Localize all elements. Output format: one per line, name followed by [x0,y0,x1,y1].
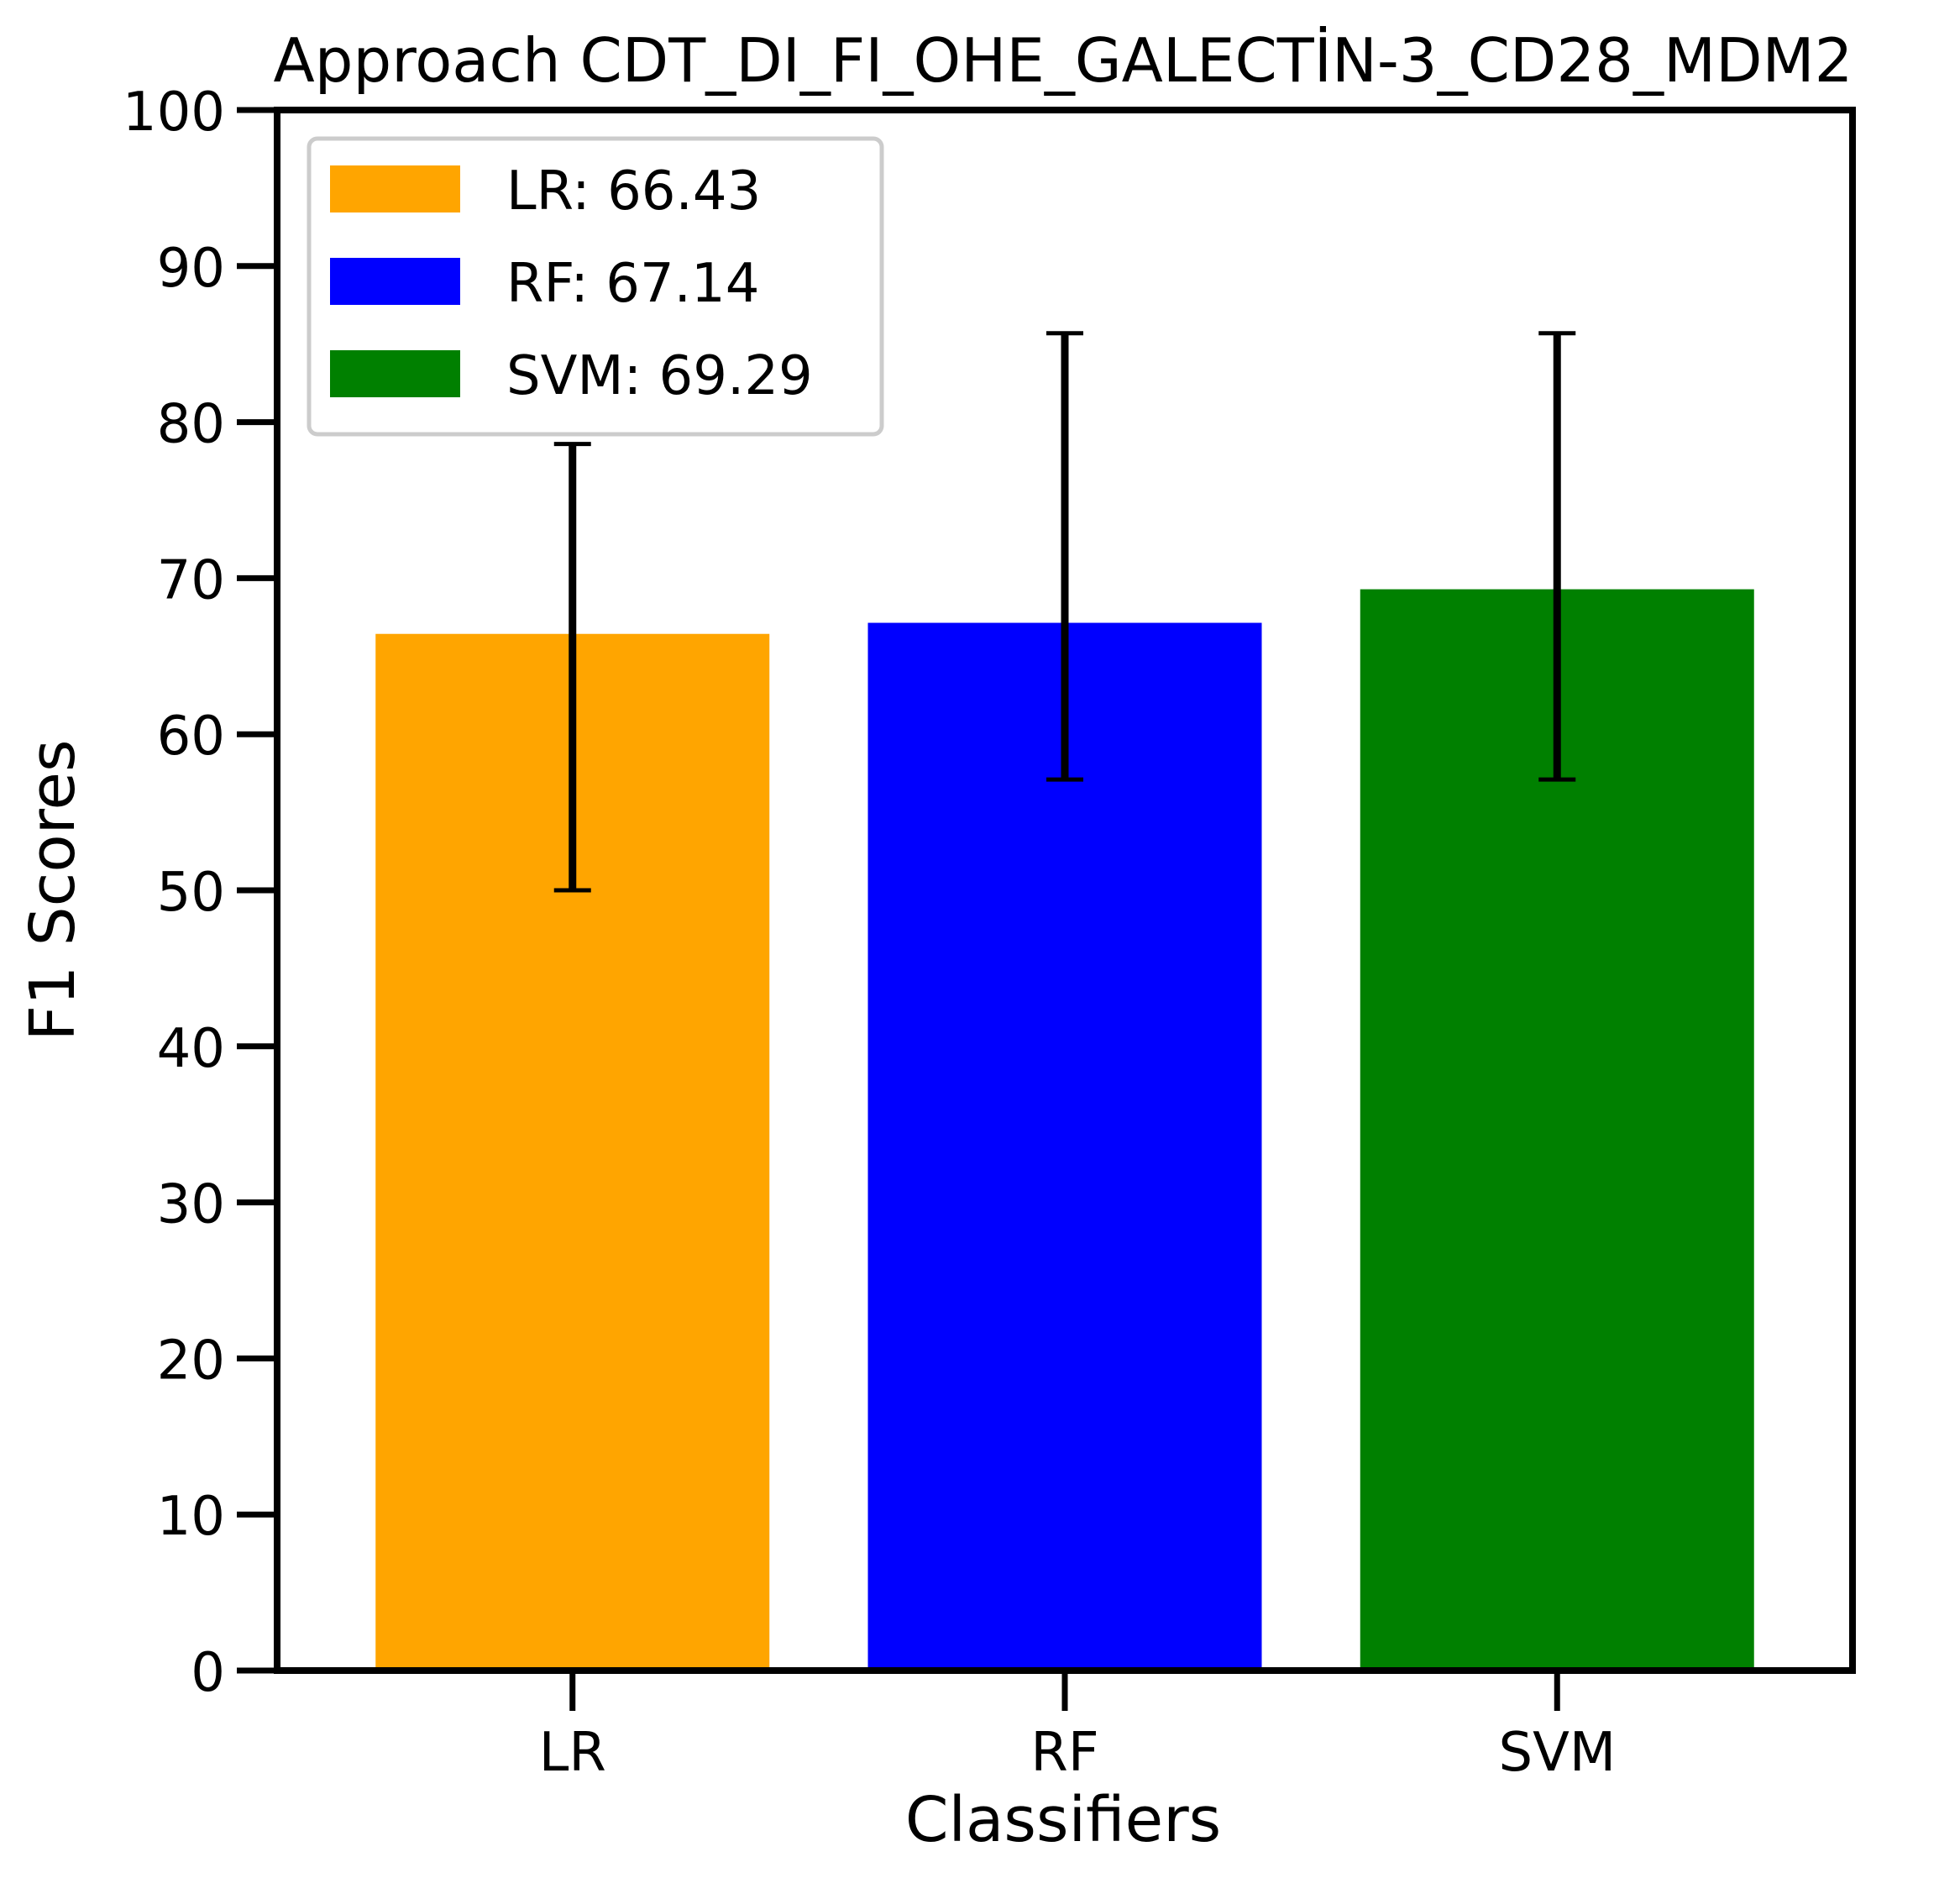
legend-label-rf: RF: 67.14 [506,253,759,315]
legend-label-svm: SVM: 69.29 [506,345,813,407]
legend-swatch-svm [330,350,460,397]
legend-swatch-lr [330,165,460,212]
x-axis-label: Classifiers [905,1784,1221,1856]
y-tick-label-80: 80 [157,394,225,456]
y-tick-label-50: 50 [157,862,225,924]
y-tick-label-10: 10 [157,1486,225,1548]
y-tick-label-90: 90 [157,238,225,300]
y-tick-label-40: 40 [157,1018,225,1080]
x-tick-label-rf: RF [1030,1722,1098,1784]
legend-swatch-rf [330,258,460,305]
y-tick-label-60: 60 [157,706,225,768]
y-tick-label-70: 70 [157,549,225,611]
x-tick-label-lr: LR [539,1722,606,1784]
y-axis-label: F1 Scores [17,740,89,1041]
legend-label-lr: LR: 66.43 [506,160,761,223]
y-tick-label-30: 30 [157,1174,225,1236]
y-tick-label-0: 0 [191,1642,225,1704]
chart-title: Approach CDT_DI_FI_OHE_GALECTİN-3_CD28_M… [274,25,1853,96]
bar-rf [867,622,1262,1671]
x-tick-label-svm: SVM [1498,1722,1616,1784]
y-tick-label-100: 100 [123,81,225,144]
y-tick-label-20: 20 [157,1330,225,1392]
